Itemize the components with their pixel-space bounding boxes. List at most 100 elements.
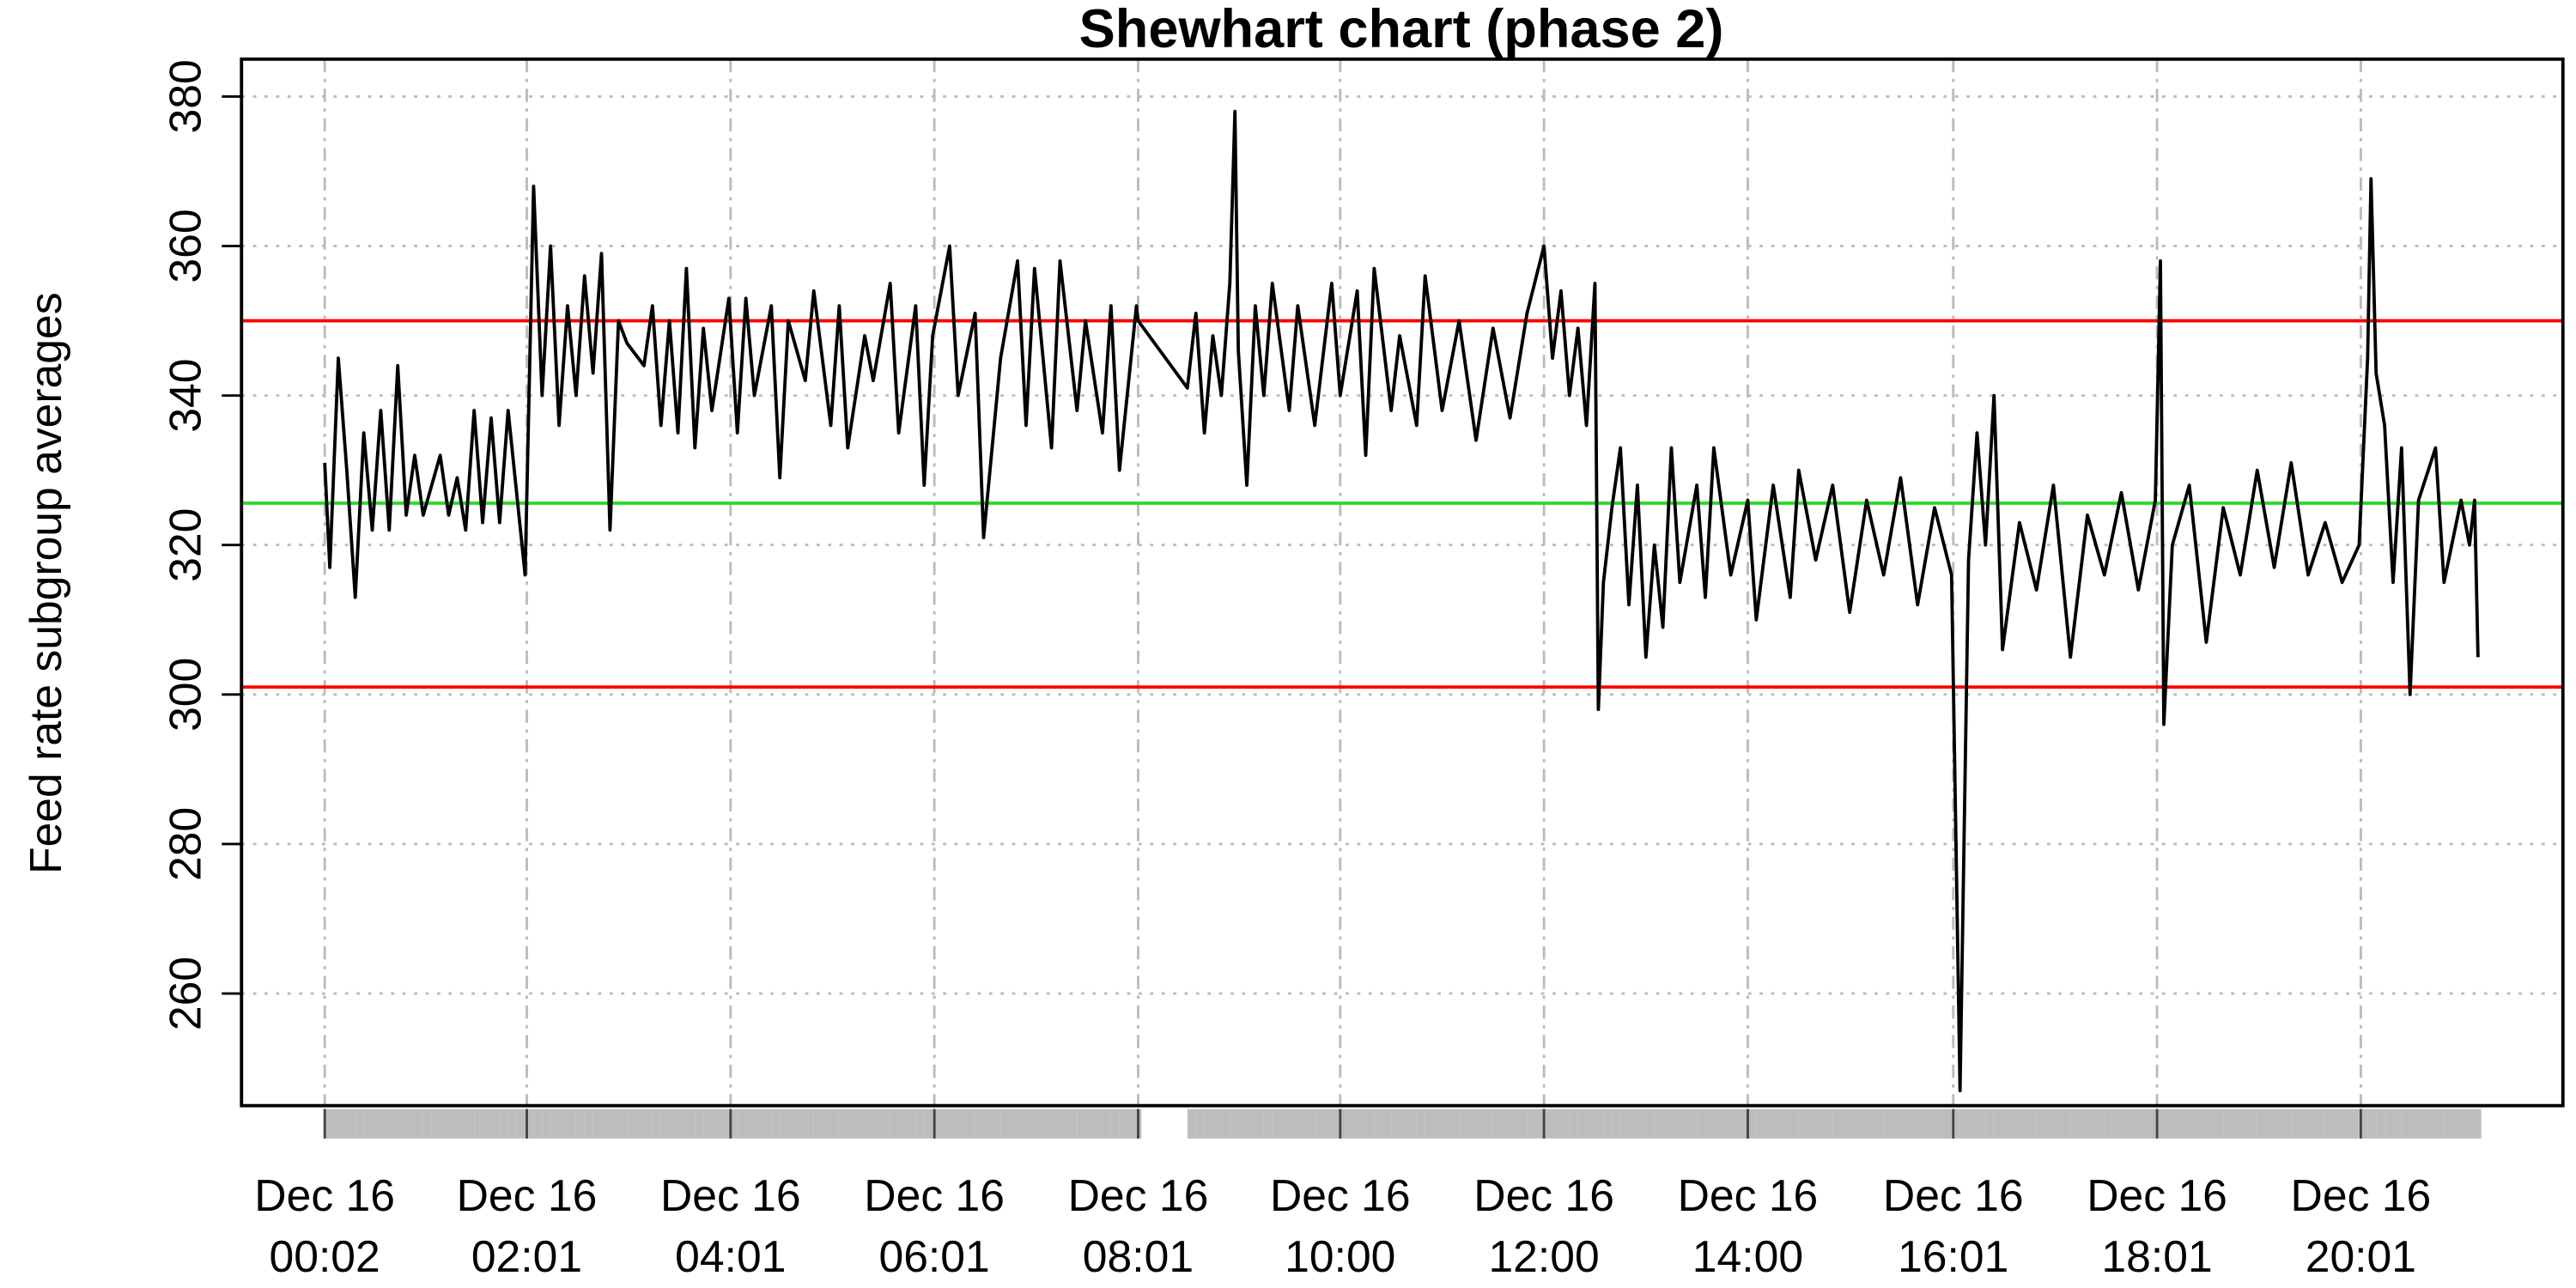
rug-mark (592, 1109, 602, 1139)
rug-mark (1289, 1109, 1298, 1139)
rug-mark (1832, 1109, 1850, 1139)
rug-mark (2036, 1109, 2054, 1139)
rug-mark (1671, 1109, 1680, 1139)
rug-mark (771, 1109, 781, 1139)
rug-mark (1662, 1109, 1672, 1139)
rug-mark (686, 1109, 696, 1139)
rug-mark (652, 1109, 661, 1139)
rug-mark (1900, 1109, 1918, 1139)
rug-mark (1365, 1109, 1375, 1139)
rug-mark (1110, 1109, 1120, 1139)
rug-mark (525, 1109, 534, 1139)
rug-mark (610, 1109, 619, 1139)
rug-mark (1598, 1109, 1604, 1139)
rug-mark (2435, 1109, 2445, 1139)
rug-mark (1018, 1109, 1026, 1139)
rug-mark (398, 1109, 407, 1139)
y-tick-label: 380 (161, 59, 210, 133)
rug-mark (618, 1109, 628, 1139)
rug-mark (1527, 1109, 1545, 1139)
rug-mark (542, 1109, 551, 1139)
rug-mark (346, 1109, 355, 1139)
rug-mark (1612, 1109, 1621, 1139)
rug-mark (448, 1109, 458, 1139)
y-axis-label: Feed rate subgroup averages (21, 292, 70, 874)
rug-mark (643, 1109, 653, 1139)
rug-mark (2223, 1109, 2240, 1139)
rug-mark (559, 1109, 568, 1139)
rug-mark (2104, 1109, 2122, 1139)
rug-mark (839, 1109, 848, 1139)
rug-mark (1586, 1109, 1595, 1139)
rug-mark (1985, 1109, 1995, 1139)
rug-mark (780, 1109, 789, 1139)
rug-mark (2359, 1109, 2368, 1139)
rug-mark (1730, 1109, 1748, 1139)
rug-mark (483, 1109, 491, 1139)
rug-mark (1247, 1109, 1255, 1139)
x-tick-label: Dec 16 16:01 (1882, 1171, 2024, 1282)
rug-mark (754, 1109, 772, 1139)
rug-mark (507, 1109, 517, 1139)
y-tick-label: 340 (161, 359, 210, 433)
rug-mark (325, 1109, 331, 1139)
plot-frame (240, 57, 2565, 1108)
rug-mark (2172, 1109, 2190, 1139)
rug-mark (1416, 1109, 1425, 1139)
rug-mark (2163, 1109, 2172, 1139)
rug-mark (2121, 1109, 2139, 1139)
rug-mark (2308, 1109, 2325, 1139)
rug-mark (1492, 1109, 1510, 1139)
rug-mark (337, 1109, 347, 1139)
rug-mark (2392, 1109, 2402, 1139)
rug-mark (975, 1109, 984, 1139)
rug-mark (1883, 1109, 1901, 1139)
rug-mark (805, 1109, 814, 1139)
rug-mark (567, 1109, 576, 1139)
rug-mark (728, 1109, 738, 1139)
rug-mark (440, 1109, 449, 1139)
rug-mark (1212, 1109, 1222, 1139)
rug-mark (2274, 1109, 2292, 1139)
y-tick-label: 360 (161, 209, 210, 283)
rug-mark (1331, 1109, 1340, 1139)
rug-mark (703, 1109, 713, 1139)
y-tick-label: 320 (161, 508, 210, 582)
rug-mark (1476, 1109, 1493, 1139)
y-tick-label: 280 (161, 807, 210, 881)
rug-mark (1272, 1109, 1290, 1139)
x-tick-label: Dec 16 18:01 (2087, 1171, 2227, 1282)
rug-mark (1187, 1109, 1196, 1139)
rug-mark (1917, 1109, 1935, 1139)
rug-mark (695, 1109, 704, 1139)
x-tick-label: Dec 16 10:00 (1269, 1171, 1411, 1282)
rug-mark (1680, 1109, 1698, 1139)
rug-mark (1935, 1109, 1952, 1139)
rug-mark (1747, 1109, 1757, 1139)
rug-mark (1263, 1109, 1273, 1139)
rug-mark (1603, 1109, 1613, 1139)
rug-mark (669, 1109, 678, 1139)
rug-mark (355, 1109, 364, 1139)
rug-mark (1060, 1109, 1078, 1139)
rug-mark (414, 1109, 423, 1139)
rug-mark (830, 1109, 840, 1139)
rug-mark (1697, 1109, 1706, 1139)
rug-mark (2002, 1109, 2020, 1139)
rug-mark (1620, 1109, 1630, 1139)
rug-mark (2477, 1109, 2482, 1139)
rug-mark (788, 1109, 805, 1139)
rug-mark (1238, 1109, 1248, 1139)
rug-mark (1425, 1109, 1443, 1139)
rug-mark (660, 1109, 670, 1139)
rug-mark (1850, 1109, 1867, 1139)
rug-mark (1255, 1109, 1264, 1139)
rug-mark (2376, 1109, 2385, 1139)
rug-mark (474, 1109, 483, 1139)
rug-mark (898, 1109, 916, 1139)
chart-title: Shewhart chart (phase 2) (1079, 0, 1724, 59)
rug-mark (1221, 1109, 1230, 1139)
x-tick-label: Dec 16 06:01 (864, 1171, 1005, 1282)
rug-mark (1977, 1109, 1986, 1139)
